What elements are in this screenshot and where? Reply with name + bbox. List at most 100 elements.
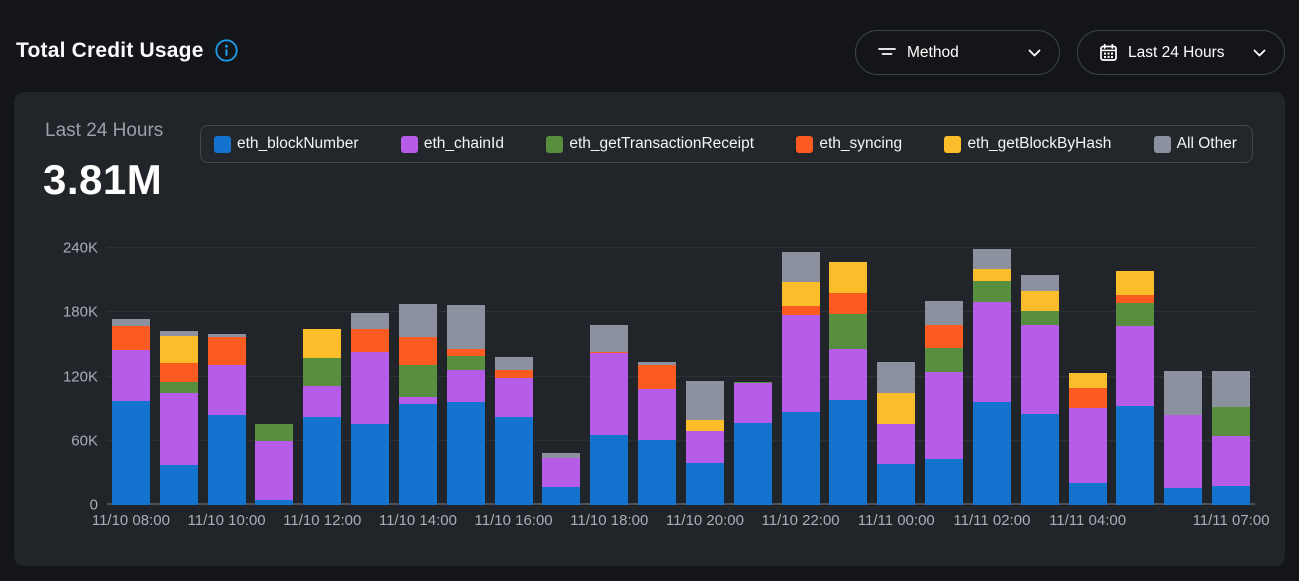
bar-segment[interactable]: [733, 422, 772, 505]
bar-segment[interactable]: [111, 318, 150, 327]
bar-segment[interactable]: [398, 303, 437, 337]
bar-segment[interactable]: [255, 423, 294, 441]
bar[interactable]: [446, 248, 485, 505]
bar-segment[interactable]: [1020, 413, 1059, 505]
bar-segment[interactable]: [1068, 373, 1107, 389]
bar-segment[interactable]: [829, 314, 868, 349]
bar-segment[interactable]: [590, 351, 629, 353]
bar-segment[interactable]: [111, 349, 150, 402]
bar[interactable]: [829, 248, 868, 505]
bar-segment[interactable]: [1164, 415, 1203, 488]
bar-segment[interactable]: [159, 362, 198, 382]
bar[interactable]: [255, 248, 294, 505]
bar[interactable]: [1020, 248, 1059, 505]
bar-segment[interactable]: [638, 389, 677, 440]
bar-segment[interactable]: [159, 392, 198, 466]
bar-segment[interactable]: [303, 329, 342, 359]
bar-segment[interactable]: [1116, 326, 1155, 407]
bar-segment[interactable]: [398, 404, 437, 505]
legend-item[interactable]: eth_getTransactionReceipt: [546, 135, 754, 153]
bar-segment[interactable]: [351, 329, 390, 352]
bar-segment[interactable]: [351, 423, 390, 505]
bar-segment[interactable]: [972, 301, 1011, 403]
bar-segment[interactable]: [877, 361, 916, 393]
legend-item[interactable]: eth_blockNumber: [214, 135, 358, 153]
bar[interactable]: [159, 248, 198, 505]
bar[interactable]: [351, 248, 390, 505]
bar-segment[interactable]: [159, 465, 198, 505]
bar-segment[interactable]: [925, 325, 964, 348]
bar[interactable]: [1116, 248, 1155, 505]
bar[interactable]: [542, 248, 581, 505]
bar-segment[interactable]: [494, 377, 533, 418]
bar-segment[interactable]: [638, 361, 677, 365]
bar-segment[interactable]: [781, 411, 820, 505]
bar-segment[interactable]: [1116, 406, 1155, 505]
bar-segment[interactable]: [111, 326, 150, 350]
bar-segment[interactable]: [207, 415, 246, 505]
bar-segment[interactable]: [398, 364, 437, 397]
bar-segment[interactable]: [303, 358, 342, 387]
info-icon[interactable]: [214, 38, 239, 63]
bar[interactable]: [1068, 248, 1107, 505]
bar-segment[interactable]: [829, 400, 868, 505]
bar[interactable]: [925, 248, 964, 505]
bar-segment[interactable]: [1164, 371, 1203, 416]
legend-item[interactable]: All Other: [1153, 135, 1237, 153]
bar-segment[interactable]: [207, 336, 246, 365]
bar[interactable]: [781, 248, 820, 505]
bar-segment[interactable]: [1020, 311, 1059, 326]
bar-segment[interactable]: [972, 402, 1011, 505]
bar-segment[interactable]: [685, 420, 724, 432]
bar-segment[interactable]: [494, 370, 533, 378]
bar[interactable]: [685, 248, 724, 505]
bar-segment[interactable]: [398, 336, 437, 365]
bar-segment[interactable]: [398, 396, 437, 405]
bar-segment[interactable]: [159, 330, 198, 336]
bar-segment[interactable]: [1068, 407, 1107, 483]
bar-segment[interactable]: [1212, 406, 1251, 437]
bar-segment[interactable]: [446, 356, 485, 371]
bar-segment[interactable]: [733, 381, 772, 383]
bar-segment[interactable]: [542, 452, 581, 458]
bar-segment[interactable]: [829, 261, 868, 293]
bar[interactable]: [398, 248, 437, 505]
bar-segment[interactable]: [351, 351, 390, 424]
bar-segment[interactable]: [303, 417, 342, 505]
bar-segment[interactable]: [972, 269, 1011, 282]
bar-segment[interactable]: [303, 386, 342, 418]
bar-segment[interactable]: [781, 252, 820, 283]
bar-segment[interactable]: [446, 348, 485, 357]
bar-segment[interactable]: [1212, 371, 1251, 407]
bar-segment[interactable]: [1020, 325, 1059, 414]
bar-segment[interactable]: [494, 357, 533, 371]
bar-segment[interactable]: [494, 417, 533, 505]
bar-segment[interactable]: [781, 315, 820, 412]
bar-segment[interactable]: [207, 333, 246, 337]
bar[interactable]: [494, 248, 533, 505]
bar-segment[interactable]: [446, 370, 485, 403]
bar[interactable]: [638, 248, 677, 505]
bar-segment[interactable]: [972, 249, 1011, 270]
legend-item[interactable]: eth_chainId: [400, 135, 504, 153]
bar-segment[interactable]: [877, 392, 916, 424]
bar[interactable]: [590, 248, 629, 505]
bar[interactable]: [207, 248, 246, 505]
bar-segment[interactable]: [1212, 436, 1251, 486]
bar-segment[interactable]: [590, 352, 629, 436]
bar[interactable]: [303, 248, 342, 505]
method-filter-button[interactable]: Method: [855, 30, 1060, 75]
bar-segment[interactable]: [1212, 485, 1251, 505]
bar-segment[interactable]: [877, 423, 916, 465]
bar-segment[interactable]: [446, 304, 485, 349]
bar-segment[interactable]: [1068, 482, 1107, 505]
bar-segment[interactable]: [925, 347, 964, 373]
bar-segment[interactable]: [255, 440, 294, 500]
bar-segment[interactable]: [542, 486, 581, 505]
bar-segment[interactable]: [972, 281, 1011, 302]
bar-segment[interactable]: [159, 335, 198, 363]
bar-segment[interactable]: [829, 348, 868, 401]
bar-segment[interactable]: [111, 401, 150, 505]
bar-segment[interactable]: [733, 382, 772, 423]
bar-segment[interactable]: [207, 364, 246, 416]
